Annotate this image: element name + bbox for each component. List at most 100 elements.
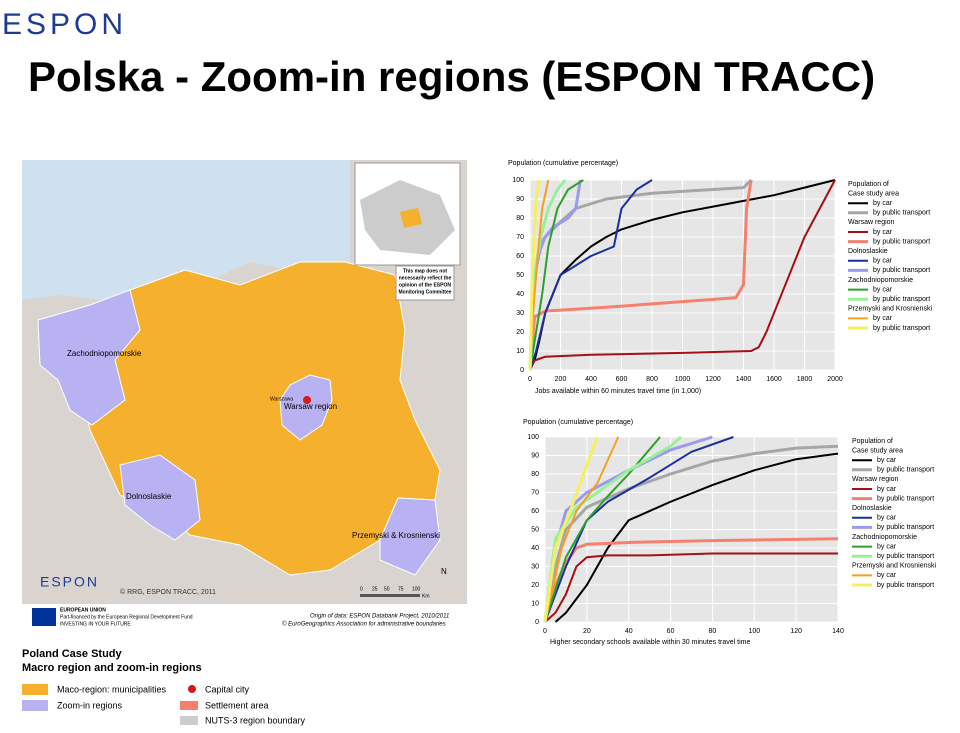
x-axis-label: Jobs available within 60 minutes travel … — [535, 388, 701, 395]
zoom-region — [119, 454, 201, 541]
y-tick-label: 50 — [531, 526, 539, 533]
region-label: Warsaw region — [284, 402, 337, 411]
legend-label: by car — [873, 258, 893, 265]
map-logo: ESPON — [40, 574, 99, 590]
x-tick-label: 800 — [646, 376, 658, 383]
y-tick-label: 80 — [531, 471, 539, 478]
x-tick-label: 120 — [790, 628, 802, 635]
map-legend: Poland Case Study Macro region and zoom-… — [22, 648, 306, 725]
legend-label: by car — [877, 572, 897, 579]
legend-swatch — [22, 684, 48, 695]
chart-title: Population (cumulative percentage) — [508, 160, 618, 167]
data-line — [544, 436, 620, 623]
legend-label: by public transport — [873, 325, 930, 332]
y-tick-label: 100 — [512, 177, 524, 184]
region-label: Dolnoslaskie — [126, 492, 172, 501]
map: This map does not necessarily reflect th… — [22, 160, 467, 632]
scale-label: 50 — [384, 586, 390, 592]
legend-label: by car — [873, 200, 893, 207]
legend-subtitle: Macro region and zoom-in regions — [22, 662, 202, 674]
y-tick-label: 20 — [516, 329, 524, 336]
capital-label: Warszawa — [270, 396, 293, 402]
legend-item: NUTS-3 region boundary — [205, 715, 306, 725]
y-tick-label: 40 — [531, 545, 539, 552]
legend-group: Zachodniopomorskie — [848, 277, 913, 284]
legend-swatch — [180, 701, 198, 710]
disclaimer: opinion of the ESPON — [399, 282, 451, 288]
y-tick-label: 50 — [516, 272, 524, 279]
y-tick-label: 90 — [531, 452, 539, 459]
legend-title: Population of — [852, 438, 893, 445]
y-tick-label: 30 — [516, 310, 524, 317]
logo: ESPON — [2, 8, 127, 41]
legend-label: by car — [873, 229, 893, 236]
region-label: Zachodniopomorskie — [67, 349, 142, 358]
legend-group: Case study area — [852, 447, 903, 454]
x-tick-label: 60 — [667, 628, 675, 635]
legend-group: Dolnoslaskie — [848, 248, 888, 255]
data-line — [543, 436, 599, 623]
x-tick-label: 1200 — [705, 376, 721, 383]
eu-text: EUROPEAN UNION — [60, 607, 106, 613]
legend-title: Population of — [848, 181, 889, 188]
legend-label: by public transport — [877, 553, 934, 560]
eu-flag — [32, 608, 56, 626]
legend-item: Capital city — [205, 684, 250, 694]
eu-text: INVESTING IN YOUR FUTURE — [60, 621, 131, 627]
y-tick-label: 0 — [535, 619, 539, 626]
scale-label: 75 — [398, 586, 404, 592]
legend-label: by public transport — [873, 267, 930, 274]
x-tick-label: 0 — [528, 376, 532, 383]
legend-group: Dolnoslaskie — [852, 505, 892, 512]
legend-group: Warsaw region — [848, 219, 895, 226]
capital-marker — [303, 396, 311, 404]
slide-title: Polska - Zoom-in regions (ESPON TRACC) — [28, 53, 875, 100]
legend-group: Warsaw region — [852, 476, 899, 483]
zoom-region — [37, 289, 141, 426]
data-line — [529, 179, 836, 371]
north-arrow: N — [441, 567, 447, 576]
legend-group: Case study area — [848, 190, 899, 197]
y-tick-label: 10 — [531, 600, 539, 607]
scale-label: 100 — [412, 586, 421, 592]
data-line — [554, 452, 839, 623]
map-footer — [22, 604, 467, 632]
scale-label: 25 — [372, 586, 378, 592]
legend-label: by car — [873, 286, 893, 293]
x-tick-label: 1600 — [766, 376, 782, 383]
y-tick-label: 40 — [516, 291, 524, 298]
sea — [22, 160, 350, 300]
legend-item: Maco-region: municipalities — [57, 684, 167, 694]
legend-label: by car — [877, 486, 897, 493]
scale-label: 0 — [360, 586, 363, 592]
legend-label: by public transport — [873, 210, 930, 217]
y-tick-label: 0 — [520, 367, 524, 374]
legend-label: by public transport — [873, 296, 930, 303]
legend-swatch — [22, 700, 48, 711]
y-tick-label: 30 — [531, 563, 539, 570]
x-tick-label: 100 — [748, 628, 760, 635]
legend-label: by public transport — [877, 524, 934, 531]
x-tick-label: 2000 — [827, 376, 843, 383]
zoom-region — [379, 497, 441, 576]
data-line — [529, 179, 584, 371]
y-tick-label: 80 — [516, 215, 524, 222]
disclaimer-box — [395, 265, 455, 301]
data-line — [544, 436, 734, 623]
inset-poland — [400, 208, 422, 228]
legend-label: by car — [877, 515, 897, 522]
data-line — [528, 179, 567, 371]
legend-label: by public transport — [877, 467, 934, 474]
legend-label: by public transport — [877, 582, 934, 589]
disclaimer: Monitoring Committee — [398, 289, 451, 295]
x-tick-label: 600 — [616, 376, 628, 383]
y-tick-label: 10 — [516, 348, 524, 355]
data-line — [528, 179, 541, 371]
legend-group: Przemyski and Krosnienski — [852, 563, 936, 570]
map-copyright: © RRG, ESPON TRACC, 2011 — [120, 588, 216, 596]
region-label: Przemyski & Krosnienski — [352, 531, 440, 540]
y-tick-label: 70 — [516, 234, 524, 241]
legend-label: by public transport — [873, 238, 930, 245]
legend-label: by car — [877, 457, 897, 464]
